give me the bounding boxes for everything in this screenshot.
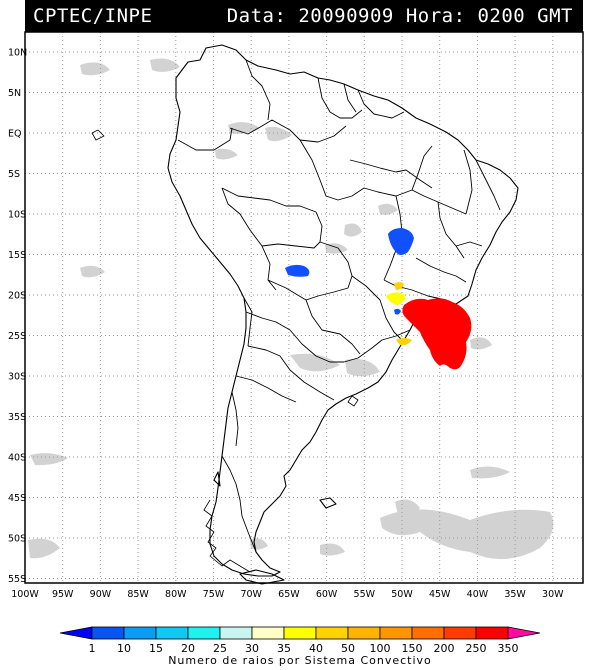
colorbar-swatch	[315, 626, 349, 640]
hour-label: Hora:	[405, 5, 466, 27]
south-america-coast	[167, 44, 519, 577]
cluster-central-brazil	[388, 228, 414, 255]
colorbar-swatch	[379, 626, 413, 640]
chile-fjords	[203, 499, 251, 573]
lat-label: 10S	[8, 210, 26, 221]
lat-label: 5S	[8, 169, 20, 180]
cluster-parana-blue	[394, 308, 401, 315]
cluster-bolivia	[285, 264, 310, 277]
lat-label: 45S	[8, 493, 26, 504]
colorbar-title: Numero de raios por Sistema Convectivo	[168, 654, 432, 667]
galapagos	[91, 129, 105, 141]
colorbar-tick-label: 25	[213, 642, 227, 655]
cluster-sc	[396, 338, 412, 346]
lat-label: 10N	[8, 48, 27, 59]
lat-label: 15S	[8, 250, 26, 261]
lon-label: 35W	[504, 589, 526, 600]
colorbar-tick-label: 35	[277, 642, 291, 655]
falkland-islands	[319, 497, 337, 509]
colorbar-tick-label: 250	[466, 642, 487, 655]
convective-systems	[285, 228, 472, 370]
colorbar-swatch	[507, 626, 541, 640]
colorbar-swatch	[283, 626, 317, 640]
graticule	[24, 32, 583, 583]
lat-label: 30S	[8, 372, 26, 383]
chiloe	[213, 471, 221, 487]
colorbar-tick-label: 30	[245, 642, 259, 655]
lon-label: 45W	[429, 589, 451, 600]
lon-label: 70W	[240, 589, 262, 600]
lon-label: 65W	[278, 589, 300, 600]
lon-label: 100W	[11, 589, 39, 600]
lon-label: 80W	[165, 589, 187, 600]
colorbar-swatch	[219, 626, 253, 640]
colorbar-tick-label: 200	[434, 642, 455, 655]
colorbar-tick-label: 1	[89, 642, 96, 655]
lon-label: 95W	[52, 589, 74, 600]
colorbar-tick-label: 40	[309, 642, 323, 655]
hour-value: 0200 GMT	[477, 5, 573, 27]
lon-label: 55W	[354, 589, 376, 600]
tierra-del-fuego	[239, 569, 285, 585]
map-frame	[25, 32, 583, 583]
cluster-sp-red	[402, 298, 472, 370]
map-border	[24, 31, 584, 584]
date-label: Data:	[226, 5, 287, 27]
source-label: CPTEC/INPE	[33, 5, 153, 27]
lat-label: 25S	[8, 331, 26, 342]
cluster-ms-2	[386, 292, 406, 305]
lat-label: 20S	[8, 291, 26, 302]
lon-label: 85W	[127, 589, 149, 600]
lagoa-dos-patos	[347, 395, 359, 407]
colorbar-swatch	[123, 626, 157, 640]
lon-label: 90W	[90, 589, 112, 600]
date-value: 20090909	[298, 5, 394, 27]
map-header: CPTEC/INPE Data: 20090909 Hora: 0200 GMT	[25, 0, 583, 32]
colorbar-swatch	[155, 626, 189, 640]
colorbar-tick-label: 350	[498, 642, 519, 655]
lon-label: 40W	[467, 589, 489, 600]
colorbar-swatch	[91, 626, 125, 640]
lat-label: 55S	[8, 574, 26, 585]
lon-label: 50W	[391, 589, 413, 600]
lon-label: 30W	[542, 589, 564, 600]
colorbar-tick-label: 15	[149, 642, 163, 655]
colorbar-swatch	[59, 626, 93, 640]
cluster-ms-1	[394, 282, 404, 290]
lat-label: 35S	[8, 412, 26, 423]
colorbar-swatch	[347, 626, 381, 640]
colorbar-tick-label: 100	[370, 642, 391, 655]
colorbar-swatch	[475, 626, 509, 640]
lat-label: 5N	[8, 88, 21, 99]
colorbar-swatch	[187, 626, 221, 640]
lat-label: EQ	[8, 129, 21, 140]
colorbar-tick-label: 150	[402, 642, 423, 655]
coastline	[91, 44, 519, 585]
color-legend: 1 10 15 20 25 30 35 40 50 100 150 200 250 350	[59, 626, 541, 655]
colorbar-swatch	[251, 626, 285, 640]
colorbar-tick-label: 10	[117, 642, 131, 655]
lat-label: 40S	[8, 453, 26, 464]
country-borders	[177, 59, 501, 553]
lon-label: 75W	[203, 589, 225, 600]
colorbar-tick-label: 20	[181, 642, 195, 655]
latitude-labels: 10N 5N EQ 5S 10S 15S 20S 25S 30S 35S 40S 45S 50S 55S	[8, 48, 27, 586]
colorbar-tick-label: 50	[341, 642, 355, 655]
lat-label: 50S	[8, 534, 26, 545]
colorbar-swatch	[443, 626, 477, 640]
longitude-labels: 100W 95W 90W 85W 80W 75W 70W 65W 60W 55W 50W 45W 40W…	[11, 589, 564, 600]
lon-label: 60W	[316, 589, 338, 600]
datetime-label: Data: 20090909 Hora: 0200 GMT	[227, 0, 573, 32]
colorbar-swatch	[411, 626, 445, 640]
